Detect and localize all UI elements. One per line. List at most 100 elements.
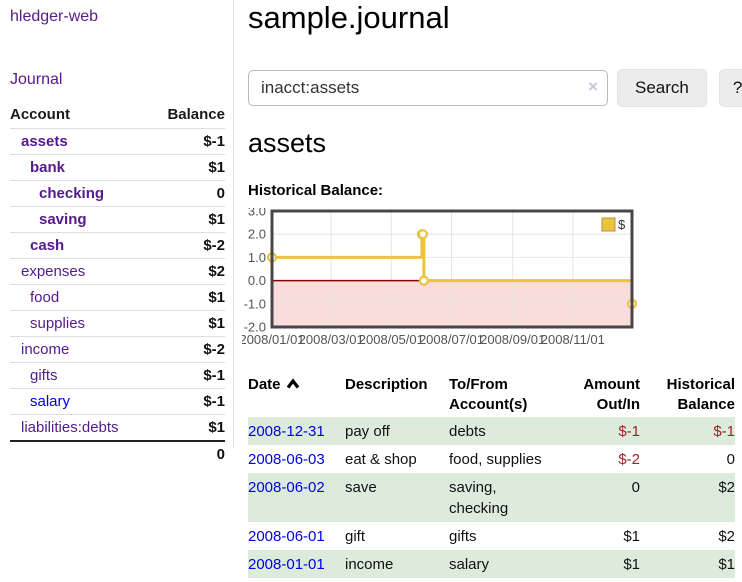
register-row: 2008-12-31 pay off debts $-1 $-1: [248, 417, 735, 446]
register-description: gift: [345, 528, 366, 546]
register-description: eat & shop: [345, 451, 417, 469]
account-balance: $-2: [150, 336, 225, 363]
main-content: sample.journal × Search ? assets Histori…: [234, 0, 742, 579]
register-amount: $1: [623, 556, 640, 574]
help-button[interactable]: ?: [718, 68, 742, 107]
register-date-link[interactable]: 2008-01-01: [248, 556, 325, 574]
account-link[interactable]: checking: [39, 185, 105, 202]
account-row: income $-2: [10, 336, 225, 363]
svg-text:$: $: [618, 217, 626, 232]
chart-container: $3.0 2.0 1.0 0.0 -1.0 -2.0 2008/01/01 2008/03/0…: [239, 203, 742, 356]
svg-text:2008/09/01: 2008/09/01: [480, 332, 545, 347]
svg-text:2008/03/01: 2008/03/01: [299, 332, 364, 347]
account-link[interactable]: bank: [30, 159, 66, 176]
account-row: saving $1: [10, 206, 225, 233]
account-row: assets $-1: [10, 128, 225, 155]
register-amount: 0: [631, 479, 640, 497]
register-date-link[interactable]: 2008-06-01: [248, 528, 325, 546]
account-balance: $1: [150, 310, 225, 337]
search-button[interactable]: Search: [617, 68, 707, 107]
sort-ascending-icon: [286, 378, 299, 389]
account-link[interactable]: saving: [39, 211, 87, 228]
account-row: expenses $2: [10, 258, 225, 285]
register-amount: $1: [623, 528, 640, 546]
account-row: salary $-1: [10, 388, 225, 415]
account-balance: $1: [150, 414, 225, 441]
sidebar: hledger-web Journal Account Balance asse…: [0, 0, 234, 467]
account-row: bank $1: [10, 154, 225, 181]
page-title: sample.journal: [248, 0, 450, 35]
account-link[interactable]: food: [30, 289, 60, 306]
register-date-link[interactable]: 2008-12-31: [248, 423, 325, 441]
register-table: Date Description To/From Account(s) Amou…: [248, 373, 735, 579]
register-header-description: Description: [345, 375, 428, 393]
account-row: checking 0: [10, 180, 225, 207]
register-balance: $2: [718, 528, 735, 546]
app-title-link[interactable]: hledger-web: [10, 8, 99, 25]
historical-balance-chart[interactable]: $3.0 2.0 1.0 0.0 -1.0 -2.02008/01/012008/03/0…: [239, 203, 640, 351]
svg-text:0.0: 0.0: [248, 273, 266, 288]
account-balance: $-1: [150, 388, 225, 415]
account-link[interactable]: income: [21, 341, 70, 358]
search-input[interactable]: [248, 69, 608, 106]
clear-search-icon[interactable]: ×: [588, 76, 598, 96]
account-balance: $-1: [150, 362, 225, 389]
account-balance: $-1: [150, 128, 225, 155]
chart-label: Historical Balance:: [248, 181, 384, 199]
account-row: liabilities:debts $1: [10, 414, 225, 441]
register-row: 2008-06-03 eat & shop food, supplies $-2…: [248, 445, 735, 473]
register-amount: $-1: [618, 423, 640, 441]
account-row: food $1: [10, 284, 225, 311]
register-balance: $-1: [713, 423, 735, 441]
account-balance: $1: [150, 154, 225, 181]
register-balance: 0: [726, 451, 735, 469]
accounts-total-balance: 0: [150, 440, 225, 467]
register-accounts: salary: [449, 556, 490, 574]
svg-text:2008/01/01: 2008/01/01: [242, 332, 305, 347]
account-link[interactable]: supplies: [30, 315, 86, 332]
svg-text:2008/07/01: 2008/07/01: [419, 332, 484, 347]
search-form: × Search ?: [248, 68, 742, 107]
account-balance: $1: [150, 284, 225, 311]
svg-text:2.0: 2.0: [248, 226, 266, 241]
accounts-header-account: Account: [10, 106, 70, 123]
register-accounts: debts: [449, 423, 486, 441]
account-link[interactable]: gifts: [30, 367, 58, 384]
accounts-header-balance: Balance: [167, 106, 225, 123]
account-row: cash $-2: [10, 232, 225, 259]
svg-text:-2.0: -2.0: [244, 319, 266, 334]
register-row: 2008-06-02 save saving, checking 0 $2: [248, 473, 735, 523]
register-description: pay off: [345, 423, 390, 441]
register-description: income: [345, 556, 394, 574]
register-table-body: 2008-12-31 pay off debts $-1 $-1 2008-06…: [248, 417, 735, 579]
account-link[interactable]: expenses: [21, 263, 86, 280]
account-balance: $2: [150, 258, 225, 285]
register-accounts: food, supplies: [449, 451, 542, 469]
account-balance: $1: [150, 206, 225, 233]
register-amount: $-2: [618, 451, 640, 469]
accounts-total-row: 0: [10, 440, 225, 467]
account-link[interactable]: cash: [30, 237, 65, 254]
account-link[interactable]: liabilities:debts: [21, 419, 119, 436]
register-accounts: saving, checking: [449, 479, 509, 518]
account-link[interactable]: assets: [21, 133, 68, 150]
register-row: 2008-06-01 gift gifts $1 $2: [248, 522, 735, 550]
svg-text:-1.0: -1.0: [244, 296, 266, 311]
register-date-link[interactable]: 2008-06-02: [248, 479, 325, 497]
account-balance: 0: [150, 180, 225, 207]
sidebar-item-journal[interactable]: Journal: [10, 71, 63, 88]
account-row: gifts $-1: [10, 362, 225, 389]
register-header-balance: Historical Balance: [666, 375, 735, 413]
register-date-link[interactable]: 2008-06-03: [248, 451, 325, 469]
account-row: supplies $1: [10, 310, 225, 337]
svg-text:1.0: 1.0: [248, 250, 266, 265]
register-header-amount: Amount Out/In: [583, 375, 640, 413]
accounts-table: Account Balance assets $-1 bank $1 check…: [10, 103, 225, 467]
accounts-table-body: assets $-1 bank $1 checking 0 saving $1 …: [10, 128, 225, 441]
svg-text:2008/05/01: 2008/05/01: [359, 332, 424, 347]
svg-text:2008/11/01: 2008/11/01: [541, 332, 605, 347]
register-header-account: To/From Account(s): [449, 375, 528, 413]
account-link[interactable]: salary: [30, 393, 71, 410]
register-header-row: Date Description To/From Account(s) Amou…: [248, 373, 735, 418]
